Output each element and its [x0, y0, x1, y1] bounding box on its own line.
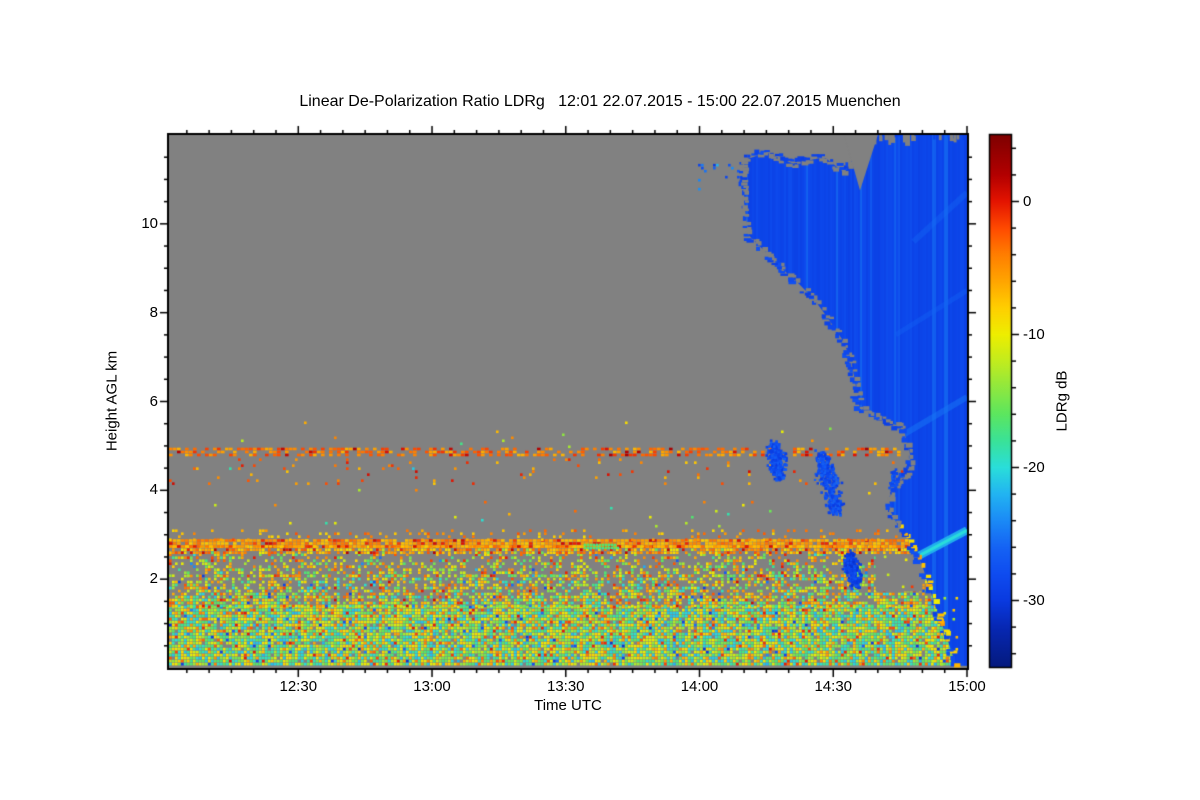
- x-axis-label: Time UTC: [534, 697, 602, 714]
- x-tick-label: 13:30: [546, 678, 585, 695]
- y-tick-label: 6: [149, 392, 158, 410]
- colorbar-label: LDRg dB: [1053, 370, 1071, 432]
- x-tick-label: 14:00: [680, 678, 719, 695]
- colorbar-tick-label: -20: [1023, 458, 1045, 476]
- colorbar-tick-label: 0: [1023, 192, 1032, 210]
- x-tick-label: 14:30: [814, 678, 853, 695]
- y-tick-label: 2: [149, 570, 158, 588]
- chart-title: Linear De-Polarization Ratio LDRg 12:01 …: [299, 93, 901, 110]
- x-tick-label: 12:30: [279, 678, 318, 695]
- y-tick-label: 10: [141, 214, 158, 232]
- colorbar-tick-label: -10: [1023, 325, 1045, 343]
- x-tick-label: 13:00: [413, 678, 451, 695]
- y-tick-label: 8: [149, 303, 158, 321]
- x-tick-label: 15:00: [948, 678, 986, 695]
- colorbar-tick-label: -30: [1023, 591, 1045, 609]
- y-tick-label: 4: [149, 481, 158, 499]
